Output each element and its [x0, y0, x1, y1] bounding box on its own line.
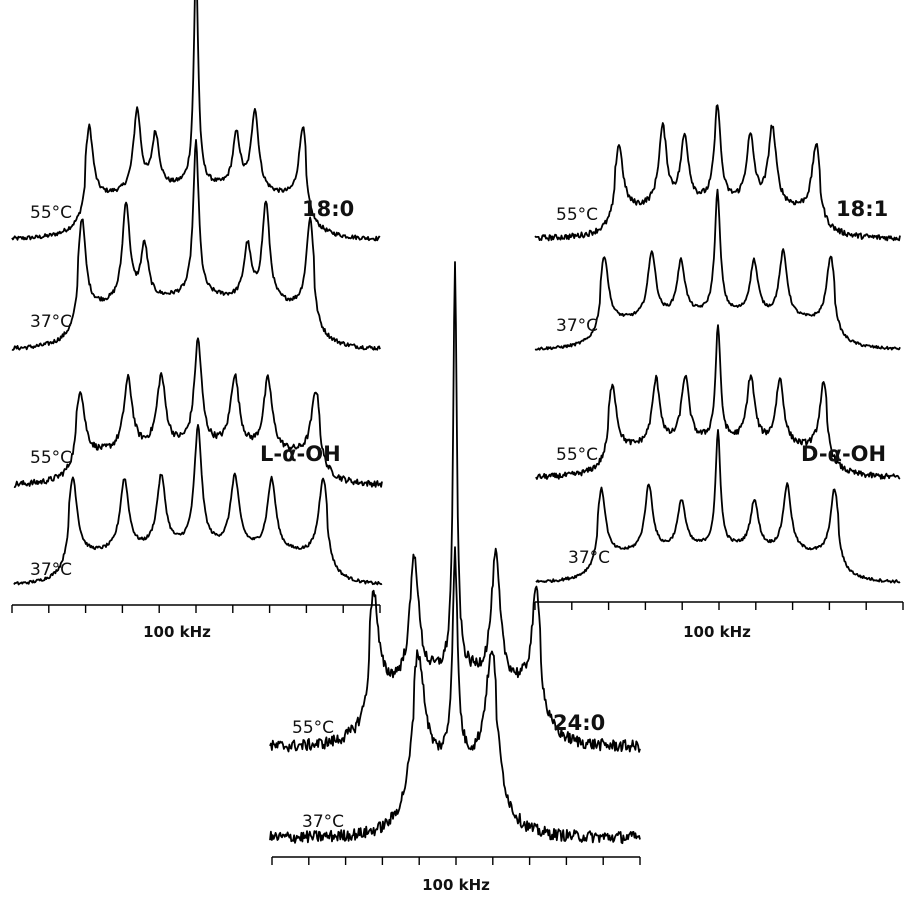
temp-label-d-alpha-oh-55c: 55°C [556, 445, 598, 465]
sample-label-24-0: 24:0 [553, 711, 605, 735]
panel-d-alpha-oh: 55°C 37°C D-α-OH 100 kHz [534, 324, 904, 641]
spectrum-l-alpha-oh-55c [13, 337, 383, 488]
x-axis-right [534, 601, 904, 610]
panel-l-alpha-oh: 55°C 37°C L-α-OH 100 kHz [11, 337, 383, 641]
sample-label-d-alpha-oh: D-α-OH [801, 442, 886, 466]
spectrum-18-1-37c [534, 188, 901, 351]
panel-24-0: 55°C 37°C 24:0 100 kHz [269, 261, 641, 894]
temp-label-l-alpha-oh-55c: 55°C [30, 448, 72, 468]
temp-label-24-0-37c: 37°C [302, 812, 344, 832]
x-axis-label-right: 100 kHz [683, 623, 751, 641]
spectrum-18-1-55c [534, 104, 901, 242]
spectrum-18-0-55c [11, 0, 381, 242]
spectrum-d-alpha-oh-55c [535, 324, 901, 480]
temp-label-24-0-55c: 55°C [292, 718, 334, 738]
temp-label-18-1-55c: 55°C [556, 205, 598, 225]
spectrum-d-alpha-oh-37c [535, 429, 901, 584]
x-axis-label-bottom: 100 kHz [422, 876, 490, 894]
panel-18-0: 55°C 37°C 18:0 [11, 0, 381, 351]
spectrum-24-0-55c [269, 261, 641, 753]
panel-18-1: 55°C 37°C 18:1 [534, 104, 901, 351]
x-axis-label-left: 100 kHz [143, 623, 211, 641]
temp-label-18-0-55c: 55°C [30, 203, 72, 223]
spectrum-18-0-37c [11, 139, 381, 351]
temp-label-18-1-37c: 37°C [556, 316, 598, 336]
x-axis-left [11, 604, 381, 613]
sample-label-l-alpha-oh: L-α-OH [260, 442, 341, 466]
temp-label-18-0-37c: 37°C [30, 312, 72, 332]
temp-label-d-alpha-oh-37c: 37°C [568, 548, 610, 568]
sample-label-18-1: 18:1 [836, 197, 888, 221]
temp-label-l-alpha-oh-37c: 37°C [30, 560, 72, 580]
spectrum-24-0-37c [269, 546, 641, 845]
sample-label-18-0: 18:0 [302, 197, 354, 221]
x-axis-bottom [271, 856, 641, 865]
spectrum-l-alpha-oh-37c [13, 424, 383, 586]
